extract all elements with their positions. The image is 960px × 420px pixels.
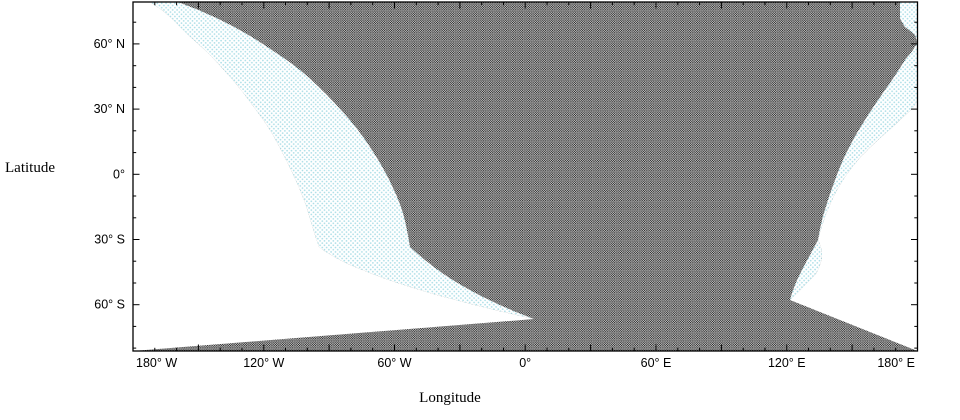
svg-text:60° W: 60° W (377, 356, 411, 370)
svg-text:30° S: 30° S (94, 233, 125, 247)
svg-text:180° W: 180° W (136, 356, 177, 370)
svg-text:120° E: 120° E (768, 356, 806, 370)
svg-text:60° N: 60° N (94, 37, 125, 51)
svg-text:30° N: 30° N (94, 102, 125, 116)
svg-text:180° E: 180° E (877, 356, 915, 370)
svg-text:60° S: 60° S (94, 298, 125, 312)
svg-text:0°: 0° (113, 167, 125, 181)
svg-text:Latitude: Latitude (5, 160, 55, 176)
svg-text:Longitude: Longitude (419, 390, 481, 406)
svg-text:0°: 0° (519, 356, 531, 370)
svg-text:120° W: 120° W (243, 356, 284, 370)
svg-text:60° E: 60° E (641, 356, 672, 370)
